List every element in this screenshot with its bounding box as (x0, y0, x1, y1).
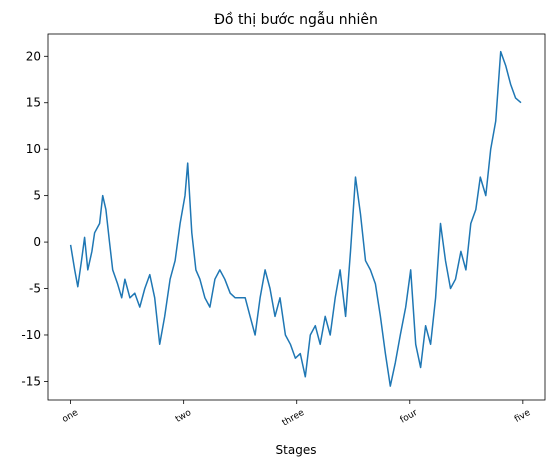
x-tick-label: five (513, 408, 533, 425)
axes-frame (47, 33, 546, 401)
y-tick-label: 20 (26, 49, 41, 63)
y-tick-label: -10 (21, 328, 41, 342)
chart-title: Đồ thị bước ngẫu nhiên (214, 11, 378, 28)
y-tick-label: 10 (26, 142, 41, 156)
line-series (69, 50, 522, 387)
y-tick-label: -5 (29, 282, 41, 296)
x-tick-label: one (61, 408, 81, 425)
y-tick-label: 5 (33, 189, 41, 203)
y-tick-label: 15 (26, 96, 41, 110)
y-tick-label: 0 (33, 235, 41, 249)
x-axis-label: Stages (276, 443, 317, 457)
y-tick-label: -15 (21, 374, 41, 388)
x-tick-label: three (281, 408, 307, 429)
x-tick-label: two (174, 408, 194, 425)
x-tick-label: four (399, 408, 420, 426)
